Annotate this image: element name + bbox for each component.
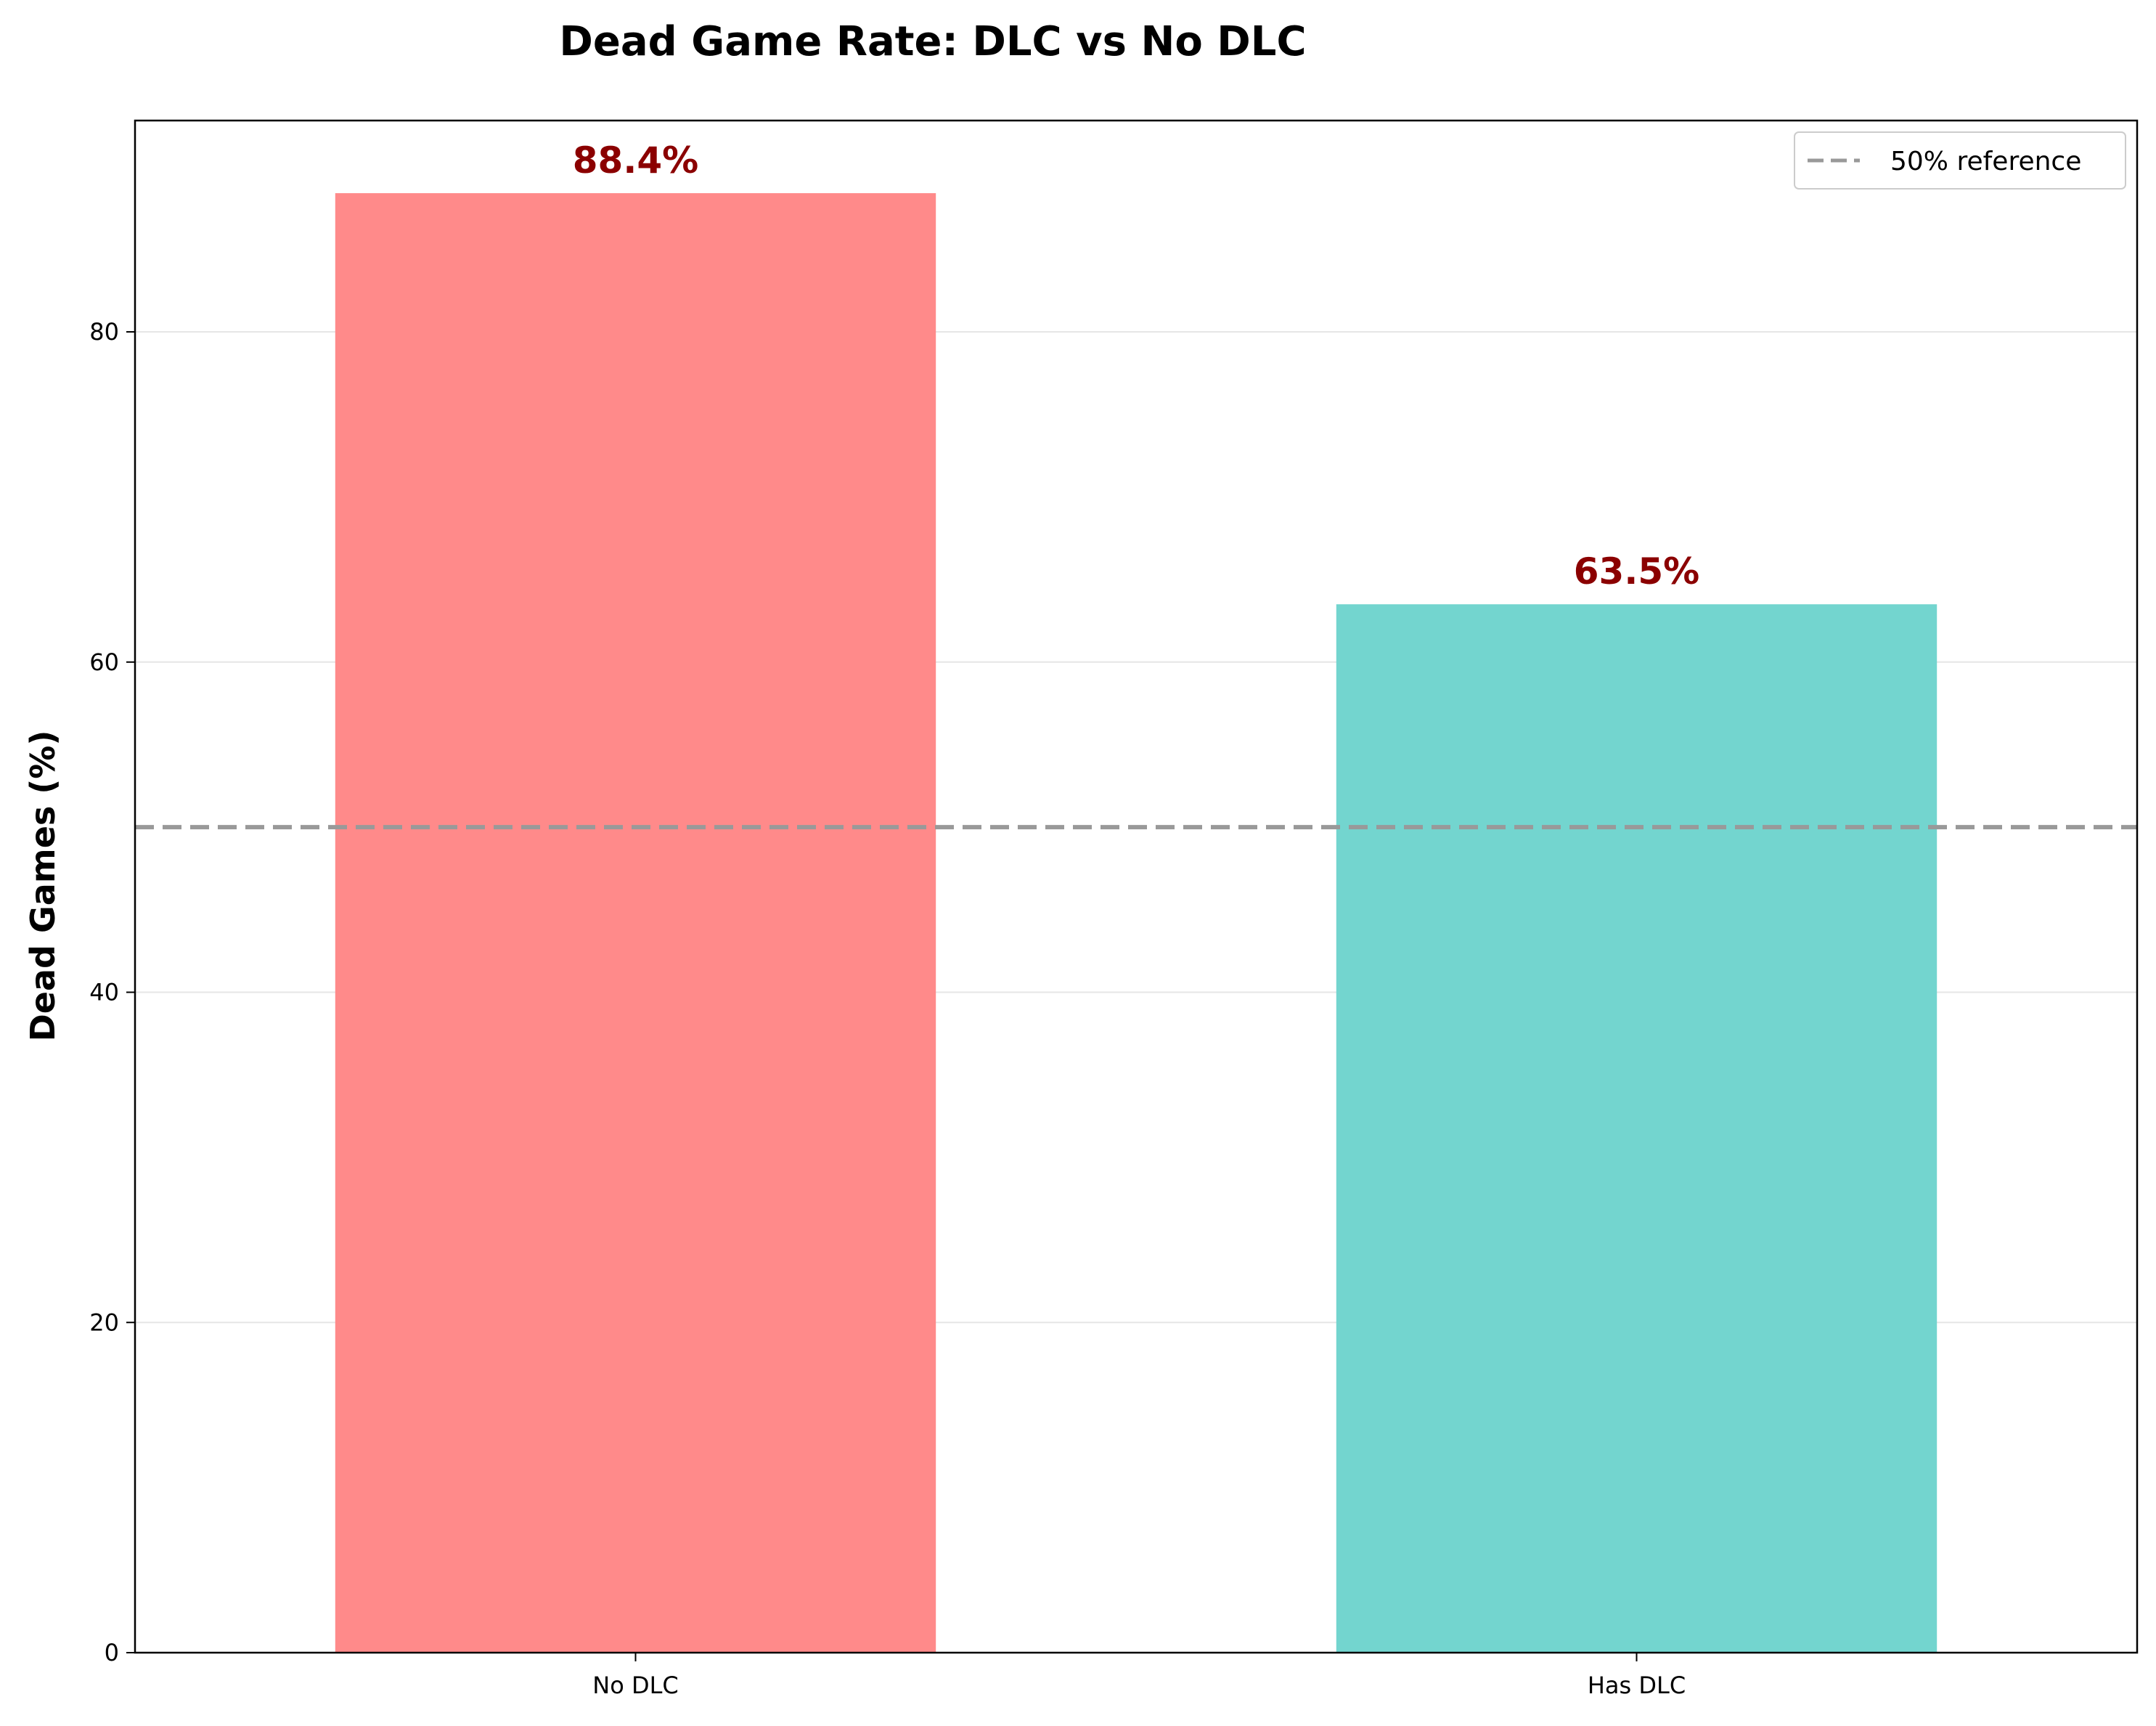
y-tick-label: 80 bbox=[89, 318, 119, 346]
y-tick-label: 20 bbox=[89, 1308, 119, 1336]
bar-no-dlc bbox=[335, 193, 936, 1653]
chart-title: Dead Game Rate: DLC vs No DLC bbox=[559, 18, 1306, 65]
legend-box bbox=[1794, 131, 2126, 190]
data-label-has-dlc: 63.5% bbox=[1574, 550, 1699, 593]
x-tick-label: Has DLC bbox=[1588, 1672, 1686, 1699]
data-label-no-dlc: 88.4% bbox=[573, 139, 698, 182]
data-labels: 88.4% 63.5% bbox=[573, 139, 1699, 593]
bar-has-dlc bbox=[1336, 604, 1937, 1653]
y-axis-label: Dead Games (%) bbox=[23, 730, 62, 1042]
y-tick-label: 40 bbox=[89, 979, 119, 1006]
legend: 50% reference bbox=[1794, 131, 2126, 190]
plot-frame bbox=[134, 119, 2139, 1654]
y-tick-label: 60 bbox=[89, 648, 119, 676]
x-tick-label: No DLC bbox=[592, 1672, 679, 1699]
legend-label: 50% reference bbox=[1890, 147, 2081, 176]
axes: No DLC Has DLC 0 20 40 60 80 bbox=[89, 119, 2139, 1699]
y-tick-label: 0 bbox=[105, 1639, 119, 1666]
bars bbox=[335, 193, 1937, 1653]
